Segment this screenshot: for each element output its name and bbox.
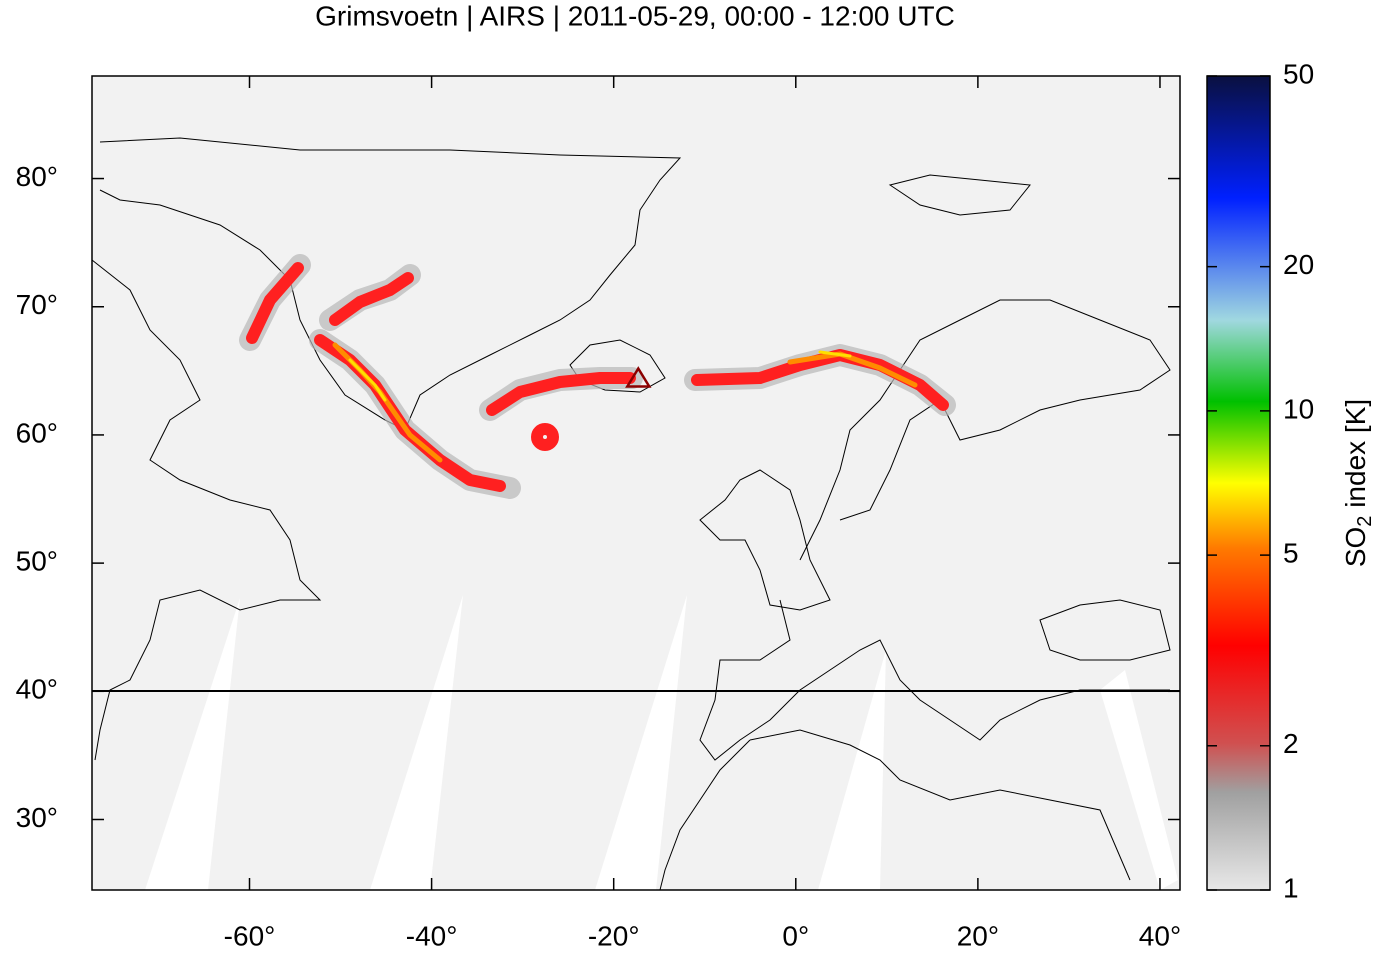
x-tick-label: 40° (1139, 920, 1181, 950)
map (92, 76, 1180, 890)
x-tick-label: -60° (224, 920, 276, 950)
colorbar-tick-label: 2 (1283, 728, 1299, 759)
y-tick-label: 80° (16, 161, 58, 192)
colorbar (1206, 75, 1271, 891)
colorbar-label-sub: 2 (1354, 516, 1376, 527)
x-tick-label: -20° (588, 920, 640, 950)
y-tick-label: 60° (16, 417, 58, 448)
volcano-marker (625, 366, 652, 388)
colorbar-label: SO2 index [K] (1340, 399, 1376, 567)
y-tick-label: 70° (16, 289, 58, 320)
colorbar-tick-label: 50 (1283, 58, 1314, 89)
x-tick-label: 0° (782, 920, 809, 950)
colorbar-label-main: SO (1340, 527, 1371, 567)
data-gaps (145, 595, 1178, 890)
title: Grimsvoetn | AIRS | 2011-05-29, 00:00 - … (315, 0, 955, 31)
colorbar-tick-label: 20 (1283, 249, 1314, 280)
colorbar-tick-label: 5 (1283, 538, 1299, 569)
x-tick-label: 20° (957, 920, 999, 950)
colorbar-tick-label: 10 (1283, 393, 1314, 424)
x-tick-label: -40° (406, 920, 458, 950)
colorbar-tick-label: 1 (1283, 872, 1299, 903)
y-tick-label: 30° (16, 802, 58, 833)
y-tick-label: 50° (16, 546, 58, 577)
colorbar-label-rest: index [K] (1340, 399, 1371, 516)
y-tick-label: 40° (16, 674, 58, 705)
background (92, 76, 1180, 890)
so2-plume (239, 254, 956, 499)
plot-frame (91, 75, 1181, 891)
